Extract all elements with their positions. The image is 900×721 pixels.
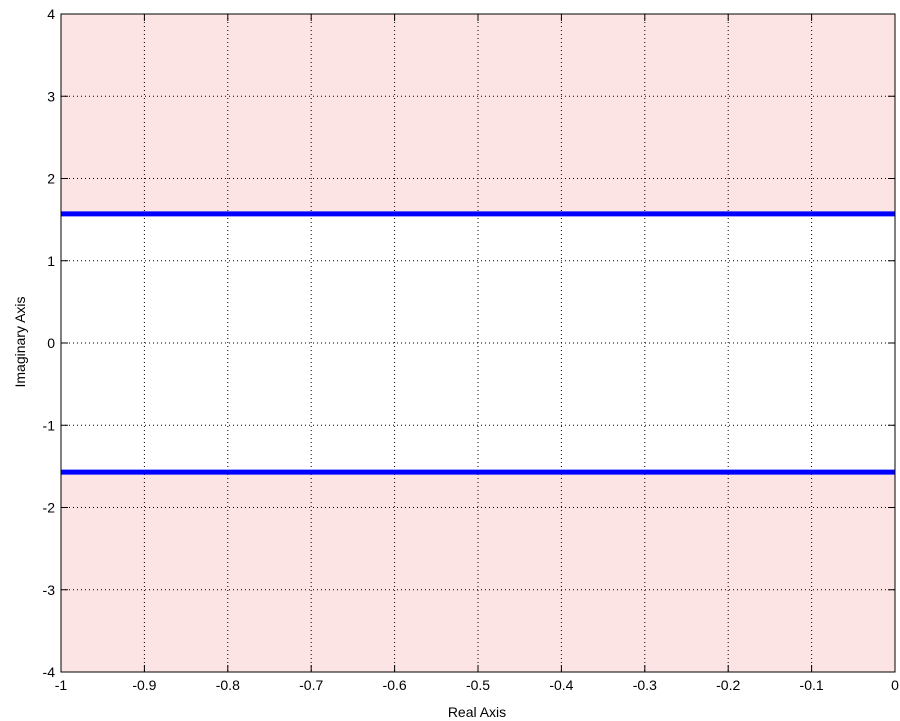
y-tick-label: 3 — [47, 88, 55, 104]
x-tick-label: -0.7 — [299, 677, 323, 693]
x-tick-label: -0.9 — [132, 677, 156, 693]
shaded-regions — [61, 14, 895, 672]
x-tick-label: -0.1 — [800, 677, 824, 693]
shaded-region-0 — [61, 14, 895, 214]
x-tick-label: -0.3 — [633, 677, 657, 693]
y-tick-label: -1 — [43, 417, 56, 433]
x-tick-label: -0.8 — [216, 677, 240, 693]
tick-labels: -1 -0.9 -0.8 -0.7 -0.6 -0.5 -0.4 -0.3 -0.2 -0.1 0 -… — [43, 6, 900, 693]
series-lines — [61, 211, 895, 475]
x-tick-label: -0.6 — [383, 677, 407, 693]
y-tick-label: 0 — [47, 335, 55, 351]
y-tick-label: 2 — [47, 171, 55, 187]
y-axis-label: Imaginary Axis — [12, 296, 28, 387]
grid — [61, 14, 895, 672]
y-tick-label: -3 — [43, 582, 56, 598]
y-tick-label: -4 — [43, 664, 56, 680]
x-tick-label: -1 — [55, 677, 68, 693]
y-tick-label: -2 — [43, 500, 56, 516]
y-tick-label: 4 — [47, 6, 55, 22]
x-axis-label: Real Axis — [448, 704, 506, 720]
x-tick-label: -0.5 — [466, 677, 490, 693]
x-tick-label: -0.4 — [549, 677, 573, 693]
x-tick-label: -0.2 — [716, 677, 740, 693]
x-tick-label: 0 — [891, 677, 899, 693]
y-tick-label: 1 — [47, 253, 55, 269]
ticks — [60, 13, 896, 673]
